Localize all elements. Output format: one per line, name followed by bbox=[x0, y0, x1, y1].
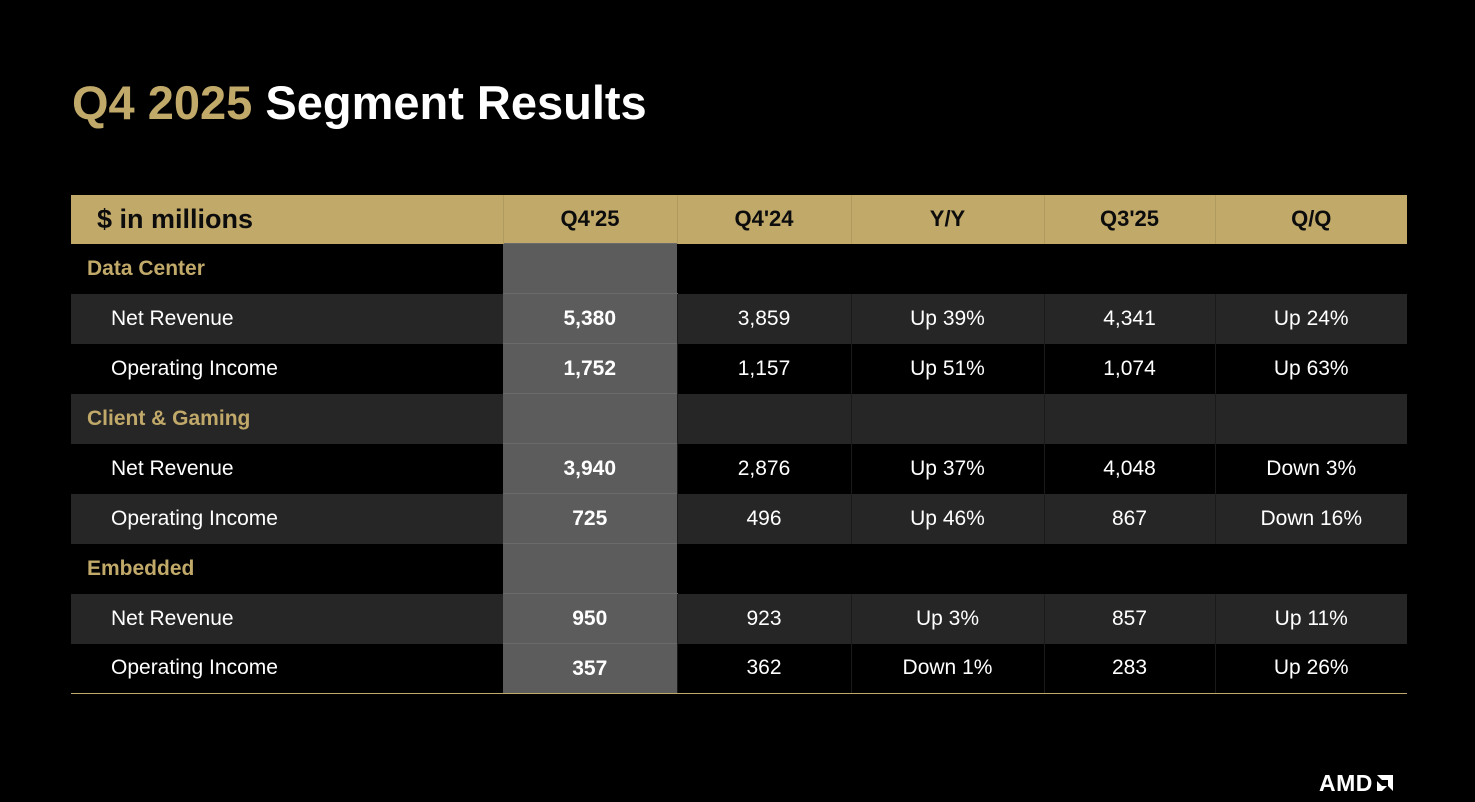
row-label: Net Revenue bbox=[71, 293, 503, 344]
qq-value: Up 63% bbox=[1214, 343, 1407, 394]
page-title: Q4 2025 Segment Results bbox=[72, 72, 647, 134]
empty-cell bbox=[1044, 243, 1215, 294]
segment-q4-25-cell bbox=[503, 393, 677, 444]
table-row: Operating Income 725 496 Up 46% 867 Down… bbox=[71, 493, 1407, 544]
qq-value: Up 26% bbox=[1214, 643, 1407, 694]
qq-value: Down 3% bbox=[1214, 443, 1407, 494]
q3-25-value: 4,048 bbox=[1043, 443, 1215, 494]
row-label: Operating Income bbox=[71, 643, 503, 694]
table-row: Net Revenue 950 923 Up 3% 857 Up 11% bbox=[71, 593, 1407, 644]
empty-cell bbox=[677, 243, 851, 294]
amd-logo: AMD bbox=[1319, 770, 1395, 796]
segment-row-embedded: Embedded bbox=[71, 543, 1407, 594]
empty-cell bbox=[1044, 543, 1215, 594]
empty-cell bbox=[850, 393, 1044, 444]
table-row: Operating Income 1,752 1,157 Up 51% 1,07… bbox=[71, 343, 1407, 394]
row-label: Operating Income bbox=[71, 493, 503, 544]
empty-cell bbox=[676, 393, 851, 444]
table-header-row: $ in millions Q4'25 Q4'24 Y/Y Q3'25 Q/Q bbox=[71, 195, 1407, 244]
qq-value: Down 16% bbox=[1214, 493, 1407, 544]
header-qq: Q/Q bbox=[1214, 195, 1407, 244]
empty-cell bbox=[851, 543, 1044, 594]
q4-25-value: 725 bbox=[503, 493, 677, 544]
segment-q4-25-cell bbox=[503, 543, 677, 594]
empty-cell bbox=[1043, 393, 1215, 444]
table-row: Net Revenue 5,380 3,859 Up 39% 4,341 Up … bbox=[71, 293, 1407, 344]
q3-25-value: 4,341 bbox=[1043, 293, 1215, 344]
qq-value: Up 24% bbox=[1214, 293, 1407, 344]
segment-row-data-center: Data Center bbox=[71, 243, 1407, 294]
q4-24-value: 2,876 bbox=[676, 443, 851, 494]
segment-q4-25-cell bbox=[503, 243, 677, 294]
header-q4-24: Q4'24 bbox=[676, 195, 851, 244]
header-units: $ in millions bbox=[71, 195, 503, 244]
q4-24-value: 3,859 bbox=[676, 293, 851, 344]
segment-row-client-gaming: Client & Gaming bbox=[71, 393, 1407, 444]
q3-25-value: 857 bbox=[1043, 593, 1215, 644]
segment-label: Data Center bbox=[71, 243, 503, 294]
empty-cell bbox=[1215, 243, 1407, 294]
yy-value: Up 46% bbox=[850, 493, 1044, 544]
logo-text: AMD bbox=[1319, 770, 1373, 796]
empty-cell bbox=[851, 243, 1044, 294]
q4-25-value: 3,940 bbox=[503, 443, 677, 494]
q4-24-value: 923 bbox=[676, 593, 851, 644]
row-label: Net Revenue bbox=[71, 443, 503, 494]
title-quarter: Q4 2025 bbox=[72, 76, 253, 129]
yy-value: Down 1% bbox=[850, 643, 1044, 694]
q3-25-value: 867 bbox=[1043, 493, 1215, 544]
header-yy: Y/Y bbox=[850, 195, 1044, 244]
yy-value: Up 39% bbox=[850, 293, 1044, 344]
qq-value: Up 11% bbox=[1214, 593, 1407, 644]
header-q4-25: Q4'25 bbox=[502, 195, 677, 244]
row-label: Net Revenue bbox=[71, 593, 503, 644]
q3-25-value: 283 bbox=[1043, 643, 1215, 694]
empty-cell bbox=[1215, 543, 1407, 594]
q4-24-value: 496 bbox=[676, 493, 851, 544]
q4-25-value: 5,380 bbox=[503, 293, 677, 344]
row-label: Operating Income bbox=[71, 343, 503, 394]
yy-value: Up 37% bbox=[850, 443, 1044, 494]
q4-24-value: 362 bbox=[676, 643, 851, 694]
title-text: Segment Results bbox=[265, 76, 647, 129]
yy-value: Up 3% bbox=[850, 593, 1044, 644]
empty-cell bbox=[1214, 393, 1407, 444]
q4-25-value: 357 bbox=[503, 643, 677, 694]
table-row: Operating Income 357 362 Down 1% 283 Up … bbox=[71, 643, 1407, 694]
q4-25-value: 1,752 bbox=[503, 343, 677, 394]
segment-results-table: $ in millions Q4'25 Q4'24 Y/Y Q3'25 Q/Q … bbox=[71, 195, 1407, 694]
amd-arrow-icon bbox=[1376, 775, 1393, 791]
header-q3-25: Q3'25 bbox=[1043, 195, 1215, 244]
yy-value: Up 51% bbox=[850, 343, 1044, 394]
q4-24-value: 1,157 bbox=[676, 343, 851, 394]
segment-label: Client & Gaming bbox=[71, 393, 503, 444]
segment-label: Embedded bbox=[71, 543, 503, 594]
q3-25-value: 1,074 bbox=[1043, 343, 1215, 394]
empty-cell bbox=[677, 543, 851, 594]
table-row: Net Revenue 3,940 2,876 Up 37% 4,048 Dow… bbox=[71, 443, 1407, 494]
q4-25-value: 950 bbox=[503, 593, 677, 644]
